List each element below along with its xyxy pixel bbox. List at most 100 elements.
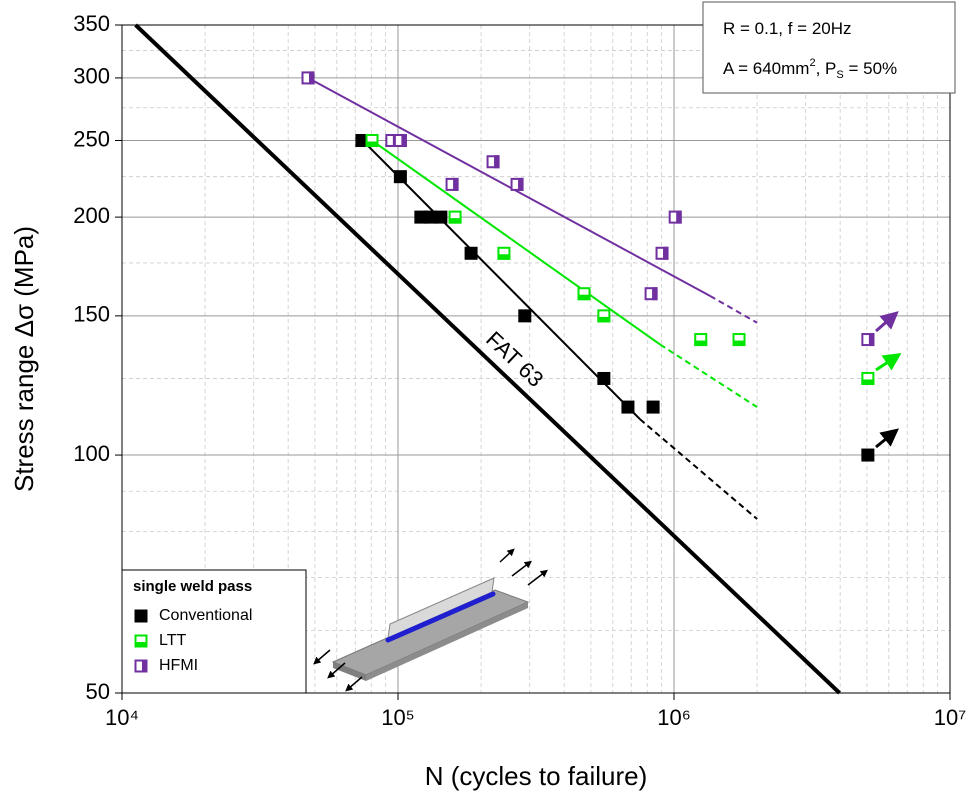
- data-point: [301, 71, 315, 85]
- annotation-frame: [702, 1, 956, 94]
- annotation: R = 0.1, f = 20Hz: [723, 19, 852, 38]
- marker-fill: [309, 71, 315, 85]
- fit-line: [307, 77, 711, 297]
- marker-fill: [652, 287, 658, 301]
- weld: [385, 591, 496, 643]
- legend-marker: [134, 609, 148, 623]
- legend-marker: [134, 659, 148, 673]
- data-point: [355, 134, 369, 148]
- legend-title: single weld pass: [133, 578, 252, 595]
- annotation-part: R = 0.1, f = 20Hz: [723, 19, 852, 38]
- marker-body: [861, 448, 875, 462]
- load-arrow: [527, 569, 548, 586]
- runout-arrow: [875, 353, 902, 372]
- legend-label: LTT: [159, 632, 186, 649]
- marker-fill: [861, 379, 875, 385]
- y-axis-title: Stress range Δσ (MPa): [9, 226, 39, 492]
- data-point: [423, 210, 437, 224]
- annotation-box: R = 0.1, f = 20Hz A = 640mm2​, PS​ = 50%: [702, 1, 956, 94]
- marker-fill: [497, 254, 511, 260]
- marker-body: [393, 170, 407, 184]
- reference-line-label: FAT 63: [481, 326, 548, 392]
- reference-line: [134, 23, 841, 695]
- points: [301, 71, 875, 462]
- x-axis-title: N (cycles to failure): [425, 761, 648, 791]
- data-point: [668, 210, 682, 224]
- marker-fill: [448, 218, 462, 224]
- data-point: [655, 246, 669, 260]
- data-point: [393, 170, 407, 184]
- extrapolation-line: [659, 343, 758, 408]
- annotation-part: S: [836, 69, 843, 81]
- data-point: [597, 309, 611, 323]
- x-tick-label: 10⁶: [657, 705, 691, 730]
- legend: single weld pass: [121, 569, 307, 694]
- data-point: [393, 134, 407, 148]
- marker-body: [434, 210, 448, 224]
- y-tick-label: 50: [86, 679, 110, 704]
- x-tick-label: 10⁴: [105, 705, 139, 730]
- data-point: [464, 246, 478, 260]
- marker-fill: [134, 642, 148, 648]
- marker-fill: [868, 333, 875, 347]
- specimen-illustration: [313, 548, 548, 692]
- extrapolation-line: [639, 418, 758, 520]
- marker-body: [518, 309, 532, 323]
- legend-label: HFMI: [159, 657, 198, 674]
- annotation: A = 640mm2​, PS​ = 50%: [723, 57, 897, 81]
- data-point: [861, 333, 875, 347]
- data-point: [644, 287, 658, 301]
- load-arrow: [345, 676, 363, 692]
- marker-fill: [663, 246, 669, 260]
- marker-fill: [494, 155, 500, 169]
- marker-fill: [453, 177, 459, 191]
- data-point: [577, 287, 591, 301]
- y-tick-label: 150: [73, 302, 110, 327]
- data-point: [861, 448, 875, 462]
- marker-body: [134, 609, 148, 623]
- marker-body: [355, 134, 369, 148]
- marker-body: [423, 210, 437, 224]
- legend-frame: [121, 569, 307, 694]
- marker-fill: [732, 340, 746, 347]
- data-point: [497, 246, 511, 260]
- data-point: [365, 134, 379, 148]
- extrapolation-line: [709, 294, 758, 324]
- x-tick-label: 10⁵: [381, 705, 415, 730]
- runout-arrows: [875, 311, 902, 449]
- marker-body: [646, 400, 660, 414]
- y-tick-label: 200: [73, 203, 110, 228]
- load-arrow: [499, 548, 515, 563]
- data-point: [646, 400, 660, 414]
- marker-fill: [577, 294, 591, 301]
- data-point: [434, 210, 448, 224]
- plate-edge: [366, 602, 528, 681]
- runout-arrow: [875, 311, 899, 333]
- y-tick-label: 250: [73, 126, 110, 151]
- data-point: [448, 210, 462, 224]
- marker-fill: [401, 134, 407, 148]
- load-arrow: [313, 649, 331, 665]
- marker-fill: [518, 177, 524, 191]
- marker-body: [597, 371, 611, 385]
- legend-marker: [134, 634, 148, 648]
- marker-fill: [694, 340, 708, 347]
- annotation-part: A = 640mm: [723, 59, 809, 78]
- load-arrow: [327, 662, 346, 679]
- legend-label: Conventional: [159, 607, 252, 624]
- marker-fill: [597, 316, 611, 323]
- marker-fill: [676, 210, 682, 224]
- y-tick-label: 350: [73, 11, 110, 36]
- annotation-part: 2: [809, 57, 815, 69]
- data-point: [597, 371, 611, 385]
- marker-body: [621, 400, 635, 414]
- annotation-part: = 50%: [844, 59, 897, 78]
- plate: [331, 589, 530, 676]
- load-arrow: [511, 560, 532, 577]
- marker-body: [464, 246, 478, 260]
- runout-arrow: [875, 428, 899, 449]
- data-point: [518, 309, 532, 323]
- annotation-part: , P: [816, 59, 837, 78]
- data-point: [861, 371, 875, 385]
